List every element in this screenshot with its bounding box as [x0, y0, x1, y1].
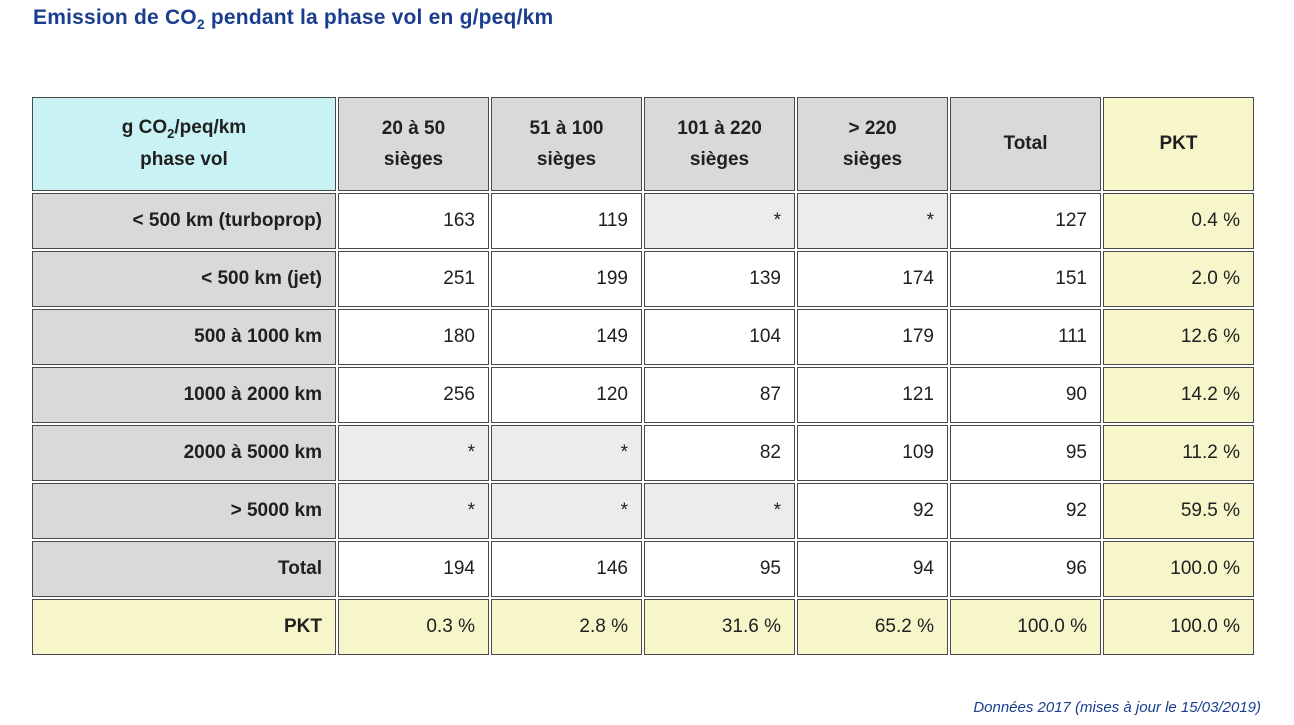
table-body: < 500 km (turboprop) 163 119 * * 127 0.4 % < 50… [32, 193, 1254, 655]
value-cell: 146 [491, 541, 642, 597]
corner-subscript: 2 [167, 126, 175, 141]
value-cell: 163 [338, 193, 489, 249]
value-cell: 174 [797, 251, 948, 307]
masked-cell: * [644, 483, 795, 539]
row-label: PKT [32, 599, 336, 655]
value-cell: 95 [950, 425, 1101, 481]
column-header-6: PKT [1103, 97, 1254, 191]
value-cell: 100.0 % [1103, 599, 1254, 655]
value-cell: 92 [950, 483, 1101, 539]
row-label: < 500 km (jet) [32, 251, 336, 307]
masked-cell: * [491, 425, 642, 481]
table-row: < 500 km (jet) 251 199 139 174 151 2.0 % [32, 251, 1254, 307]
title-text-post: pendant la phase vol en g/peq/km [204, 6, 554, 29]
value-cell: 92 [797, 483, 948, 539]
table-row: PKT 0.3 % 2.8 % 31.6 % 65.2 % 100.0 % 100.0 % [32, 599, 1254, 655]
masked-cell: * [491, 483, 642, 539]
value-cell: 87 [644, 367, 795, 423]
corner-post: /peq/km [174, 117, 247, 139]
value-cell: 0.4 % [1103, 193, 1254, 249]
value-cell: 121 [797, 367, 948, 423]
row-label: 500 à 1000 km [32, 309, 336, 365]
value-cell: 194 [338, 541, 489, 597]
value-cell: 12.6 % [1103, 309, 1254, 365]
value-cell: 82 [644, 425, 795, 481]
row-label: < 500 km (turboprop) [32, 193, 336, 249]
row-label: 2000 à 5000 km [32, 425, 336, 481]
table-row: Total 194 146 95 94 96 100.0 % [32, 541, 1254, 597]
column-header-5: Total [950, 97, 1101, 191]
table-row: 1000 à 2000 km 256 120 87 121 90 14.2 % [32, 367, 1254, 423]
value-cell: 119 [491, 193, 642, 249]
value-cell: 109 [797, 425, 948, 481]
value-cell: 11.2 % [1103, 425, 1254, 481]
value-cell: 120 [491, 367, 642, 423]
value-cell: 180 [338, 309, 489, 365]
masked-cell: * [338, 425, 489, 481]
value-cell: 199 [491, 251, 642, 307]
masked-cell: * [644, 193, 795, 249]
value-cell: 100.0 % [950, 599, 1101, 655]
page-title: Emission de CO2 pendant la phase vol en … [33, 6, 553, 32]
value-cell: 251 [338, 251, 489, 307]
column-header-3: 101 à 220 sièges [644, 97, 795, 191]
value-cell: 149 [491, 309, 642, 365]
value-cell: 0.3 % [338, 599, 489, 655]
value-cell: 179 [797, 309, 948, 365]
value-cell: 104 [644, 309, 795, 365]
table-head: g CO2/peq/km phase vol 20 à 50 sièges 51 à … [32, 97, 1254, 191]
value-cell: 127 [950, 193, 1101, 249]
value-cell: 139 [644, 251, 795, 307]
table-row: 2000 à 5000 km * * 82 109 95 11.2 % [32, 425, 1254, 481]
value-cell: 65.2 % [797, 599, 948, 655]
value-cell: 94 [797, 541, 948, 597]
row-label: Total [32, 541, 336, 597]
corner-header-cell: g CO2/peq/km phase vol [32, 97, 336, 191]
table-row: 500 à 1000 km 180 149 104 179 111 12.6 % [32, 309, 1254, 365]
value-cell: 14.2 % [1103, 367, 1254, 423]
value-cell: 59.5 % [1103, 483, 1254, 539]
header-row: g CO2/peq/km phase vol 20 à 50 sièges 51 à … [32, 97, 1254, 191]
emissions-table: g CO2/peq/km phase vol 20 à 50 sièges 51 à … [30, 95, 1256, 657]
value-cell: 151 [950, 251, 1101, 307]
column-header-4: > 220 sièges [797, 97, 948, 191]
value-cell: 95 [644, 541, 795, 597]
masked-cell: * [338, 483, 489, 539]
value-cell: 256 [338, 367, 489, 423]
row-label: 1000 à 2000 km [32, 367, 336, 423]
value-cell: 96 [950, 541, 1101, 597]
value-cell: 111 [950, 309, 1101, 365]
value-cell: 2.0 % [1103, 251, 1254, 307]
title-text-pre: Emission de CO [33, 6, 197, 29]
data-source-note: Données 2017 (mises à jour le 15/03/2019… [973, 699, 1261, 716]
table-row: > 5000 km * * * 92 92 59.5 % [32, 483, 1254, 539]
table-row: < 500 km (turboprop) 163 119 * * 127 0.4 % [32, 193, 1254, 249]
value-cell: 90 [950, 367, 1101, 423]
corner-line2: phase vol [140, 149, 228, 171]
masked-cell: * [797, 193, 948, 249]
title-subscript: 2 [196, 16, 205, 33]
row-label: > 5000 km [32, 483, 336, 539]
value-cell: 2.8 % [491, 599, 642, 655]
value-cell: 100.0 % [1103, 541, 1254, 597]
column-header-1: 20 à 50 sièges [338, 97, 489, 191]
column-header-2: 51 à 100 sièges [491, 97, 642, 191]
corner-pre: g CO [121, 117, 168, 139]
value-cell: 31.6 % [644, 599, 795, 655]
